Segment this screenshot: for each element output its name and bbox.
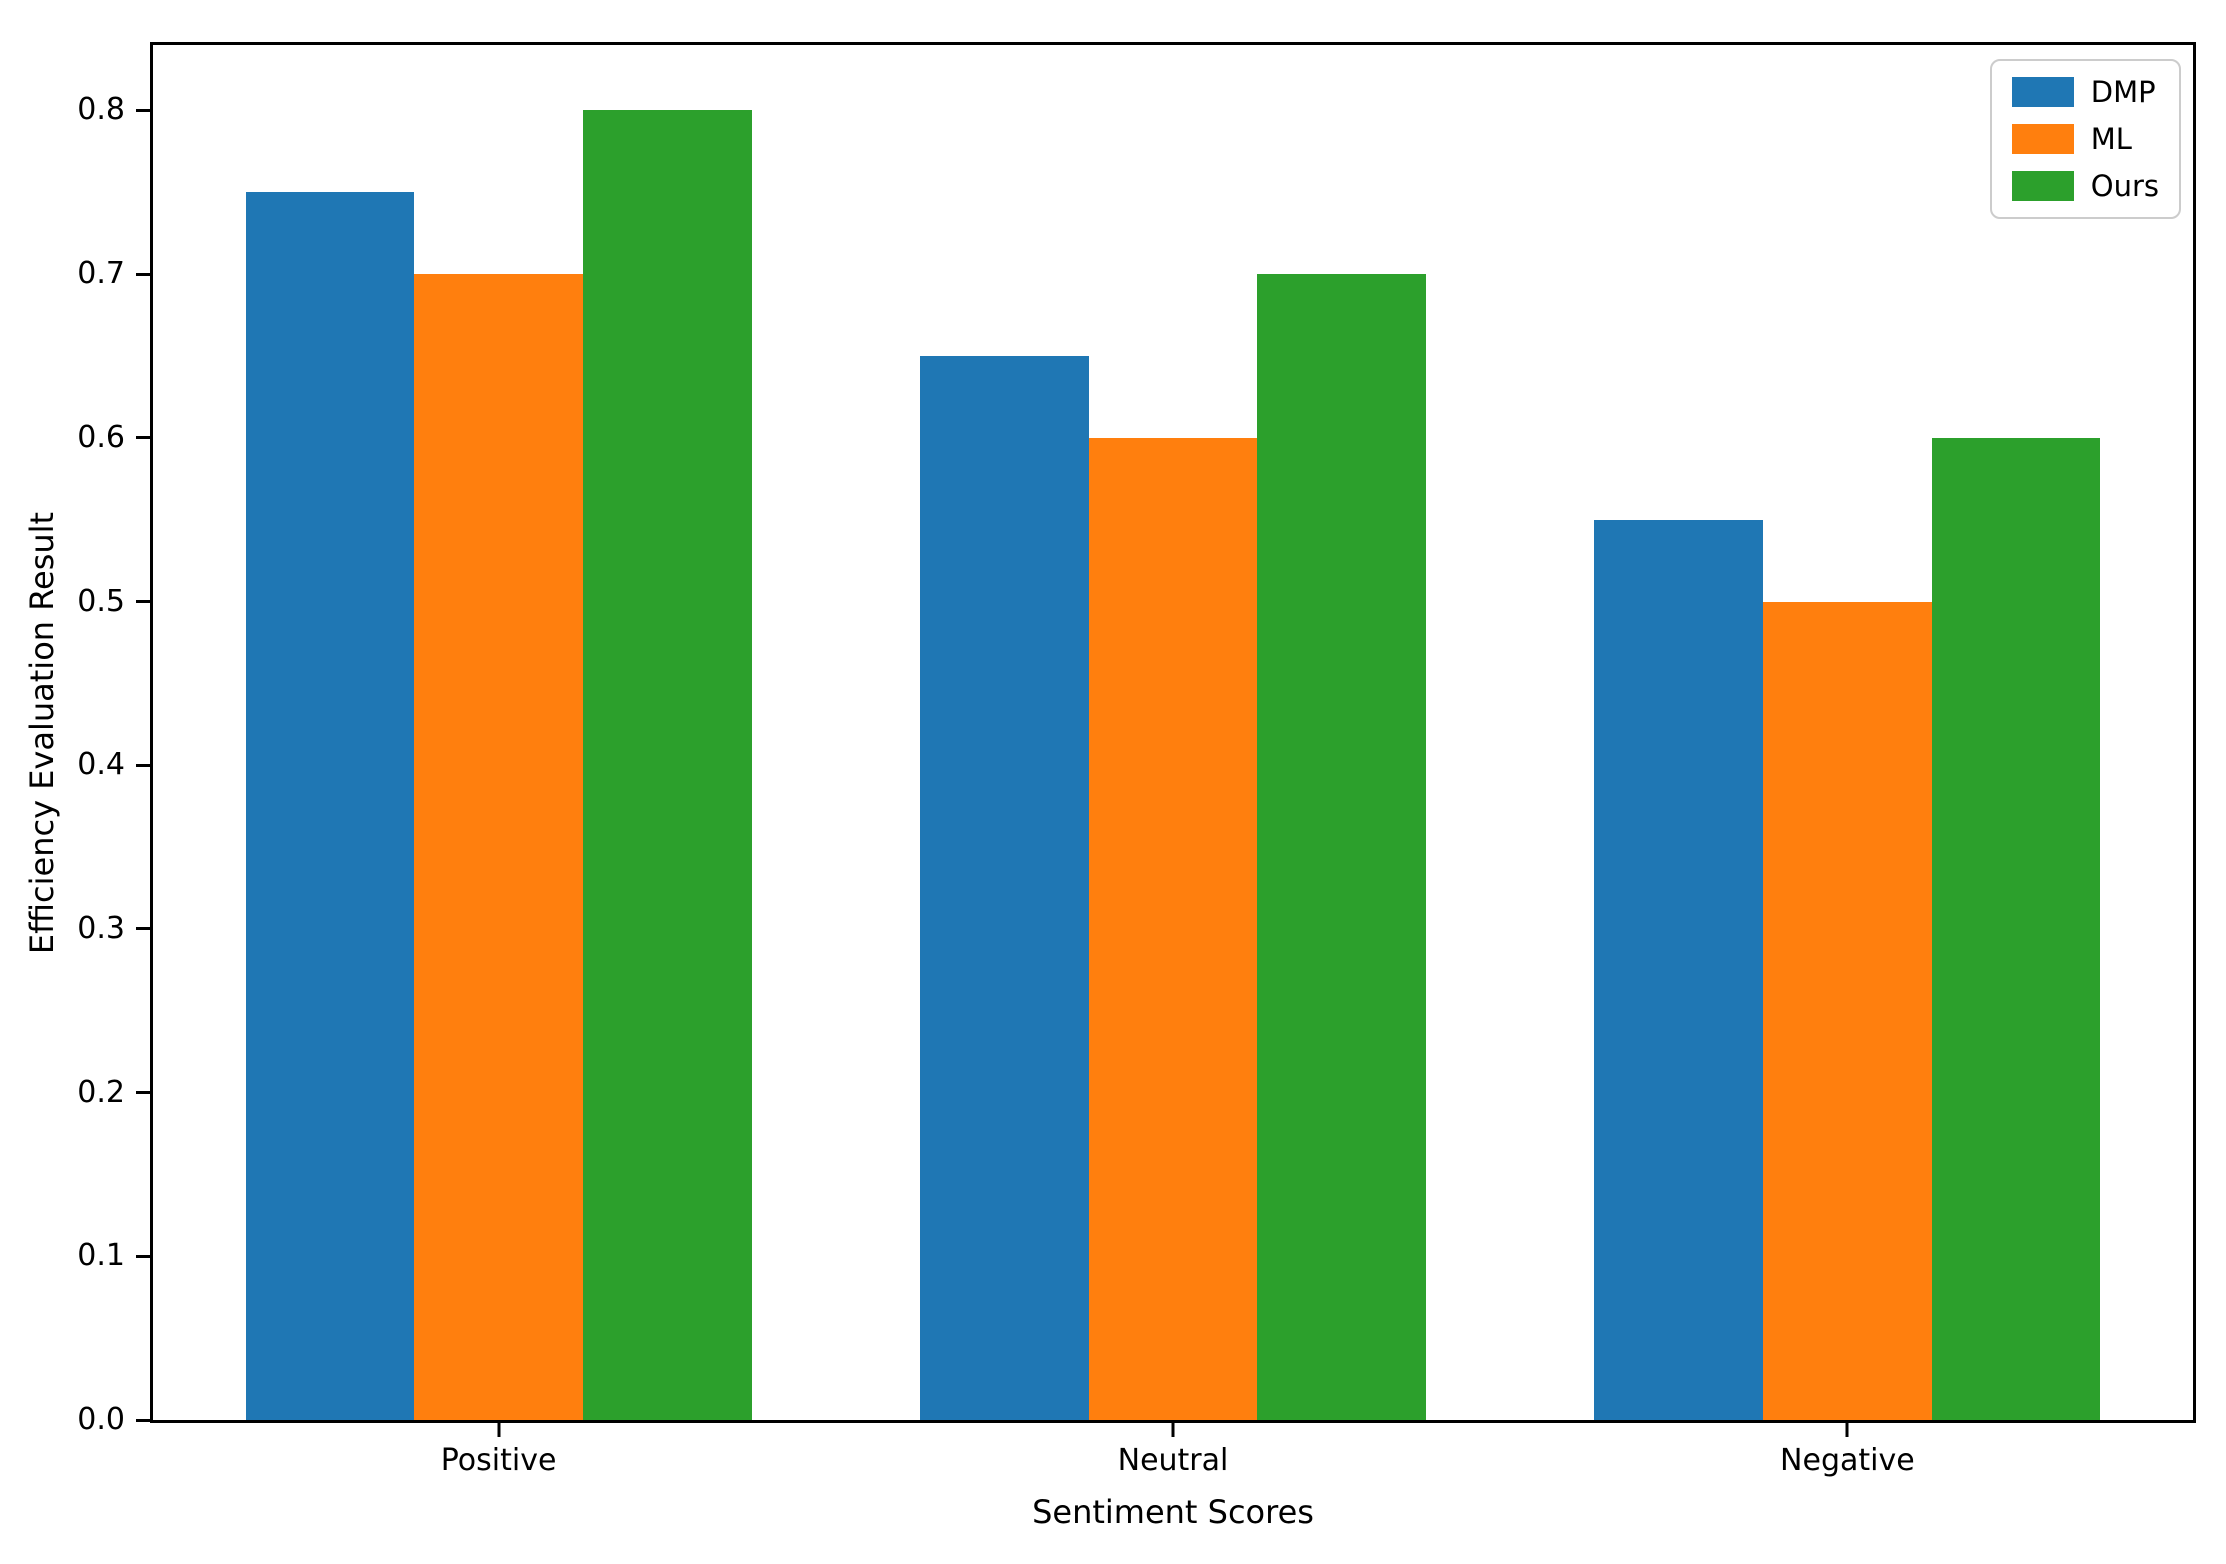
y-tick-mark-0.6: [136, 436, 150, 440]
x-axis-label: Sentiment Scores: [1032, 1493, 1314, 1531]
y-tick-mark-0.5: [136, 600, 150, 604]
legend-label-dmp: DMP: [2090, 74, 2156, 109]
y-tick-mark-0.8: [136, 108, 150, 112]
y-tick-mark-0.7: [136, 272, 150, 276]
legend-label-ml: ML: [2090, 121, 2132, 156]
y-tick-label-0.5: 0.5: [77, 583, 125, 619]
bar-ml-neutral: [1088, 437, 1258, 1420]
legend-label-ours: Ours: [2090, 168, 2159, 203]
bar-dmp-positive: [245, 192, 415, 1420]
y-tick-label-0.2: 0.2: [77, 1074, 125, 1110]
legend-item-ours: Ours: [2011, 168, 2159, 203]
y-tick-label-0.4: 0.4: [77, 747, 125, 783]
legend-swatch-ml: [2011, 124, 2074, 154]
legend-item-ml: ML: [2011, 121, 2159, 156]
bar-dmp-negative: [1594, 519, 1764, 1420]
y-tick-mark-0.0: [136, 1418, 150, 1422]
x-tick-label-negative: Negative: [1780, 1443, 1915, 1478]
y-tick-mark-0.3: [136, 927, 150, 931]
bar-ours-negative: [1931, 437, 2101, 1420]
bar-ml-positive: [414, 274, 583, 1420]
y-tick-label-0.7: 0.7: [77, 256, 125, 292]
y-tick-mark-0.4: [136, 763, 150, 767]
legend-swatch-dmp: [2011, 77, 2074, 107]
bar-ours-positive: [582, 110, 752, 1420]
bar-dmp-neutral: [920, 356, 1089, 1420]
x-tick-mark-negative: [1845, 1423, 1849, 1437]
legend-swatch-ours: [2011, 171, 2074, 201]
plot-area: DMP ML Ours Positive Neutral Negative 0.0 0.1 0…: [77, 42, 2196, 1476]
y-tick-label-0.0: 0.0: [77, 1402, 125, 1437]
x-tick-mark-neutral: [1171, 1423, 1175, 1437]
x-tick-mark-positive: [497, 1423, 501, 1437]
y-tick-label-0.6: 0.6: [77, 419, 125, 455]
legend: DMP ML Ours: [1989, 59, 2181, 219]
legend-item-dmp: DMP: [2011, 74, 2159, 109]
y-tick-label-0.3: 0.3: [77, 910, 125, 946]
y-axis-label: Efficiency Evaluation Result: [23, 511, 61, 955]
x-tick-label-positive: Positive: [440, 1443, 557, 1478]
bar-ml-negative: [1763, 601, 1932, 1420]
y-tick-mark-0.1: [136, 1254, 150, 1258]
y-tick-label-0.8: 0.8: [77, 92, 125, 128]
y-tick-label-0.1: 0.1: [77, 1238, 125, 1274]
bar-ours-neutral: [1257, 274, 1426, 1420]
x-tick-label-neutral: Neutral: [1117, 1443, 1229, 1478]
y-tick-mark-0.2: [136, 1091, 150, 1095]
